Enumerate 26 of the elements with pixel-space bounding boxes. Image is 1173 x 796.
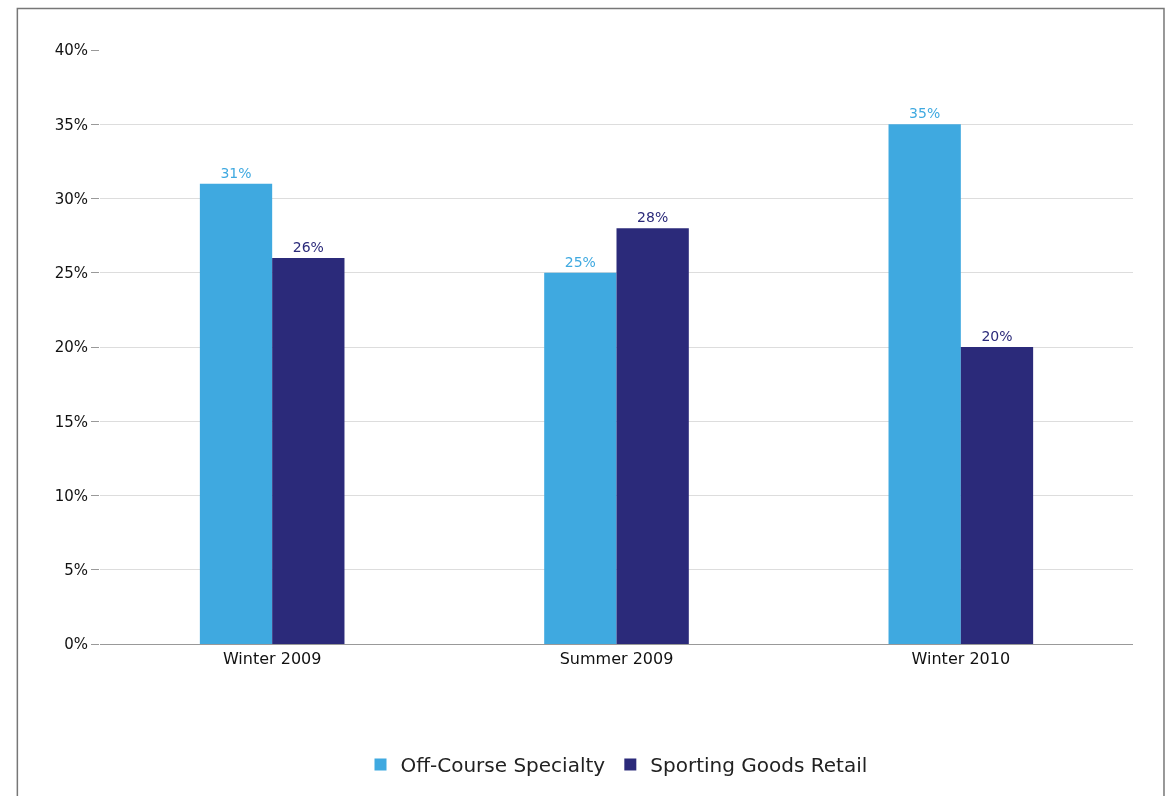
- data-label: 35%: [909, 105, 941, 122]
- y-tick-label: 30%: [54, 189, 88, 208]
- bar: [544, 272, 617, 644]
- y-tick-label: 15%: [54, 412, 88, 431]
- data-label: 20%: [981, 328, 1013, 344]
- legend-label: Sporting Goods Retail: [650, 753, 868, 778]
- bar: [888, 124, 961, 644]
- data-label: 26%: [292, 238, 324, 255]
- x-tick-label: Winter 2009: [222, 649, 322, 669]
- data-label: 31%: [220, 164, 252, 181]
- bar: [616, 228, 689, 644]
- y-tick-label: 35%: [54, 115, 88, 134]
- bar: [199, 183, 273, 644]
- y-tick-label: 0%: [64, 635, 88, 654]
- y-tick-label: 40%: [54, 41, 88, 60]
- data-label: 28%: [637, 209, 669, 226]
- data-label: 25%: [564, 253, 596, 270]
- y-tick-label: 5%: [64, 561, 88, 579]
- y-tick-label: 10%: [54, 486, 88, 505]
- bar: [272, 257, 345, 644]
- y-tick-label: 20%: [54, 338, 88, 357]
- x-tick-label: Winter 2010: [911, 649, 1011, 669]
- legend-label: Off-Course Specialty: [400, 753, 606, 778]
- x-tick-label: Summer 2009: [559, 649, 674, 669]
- y-tick-label: 25%: [54, 264, 88, 282]
- bar: [960, 347, 1034, 644]
